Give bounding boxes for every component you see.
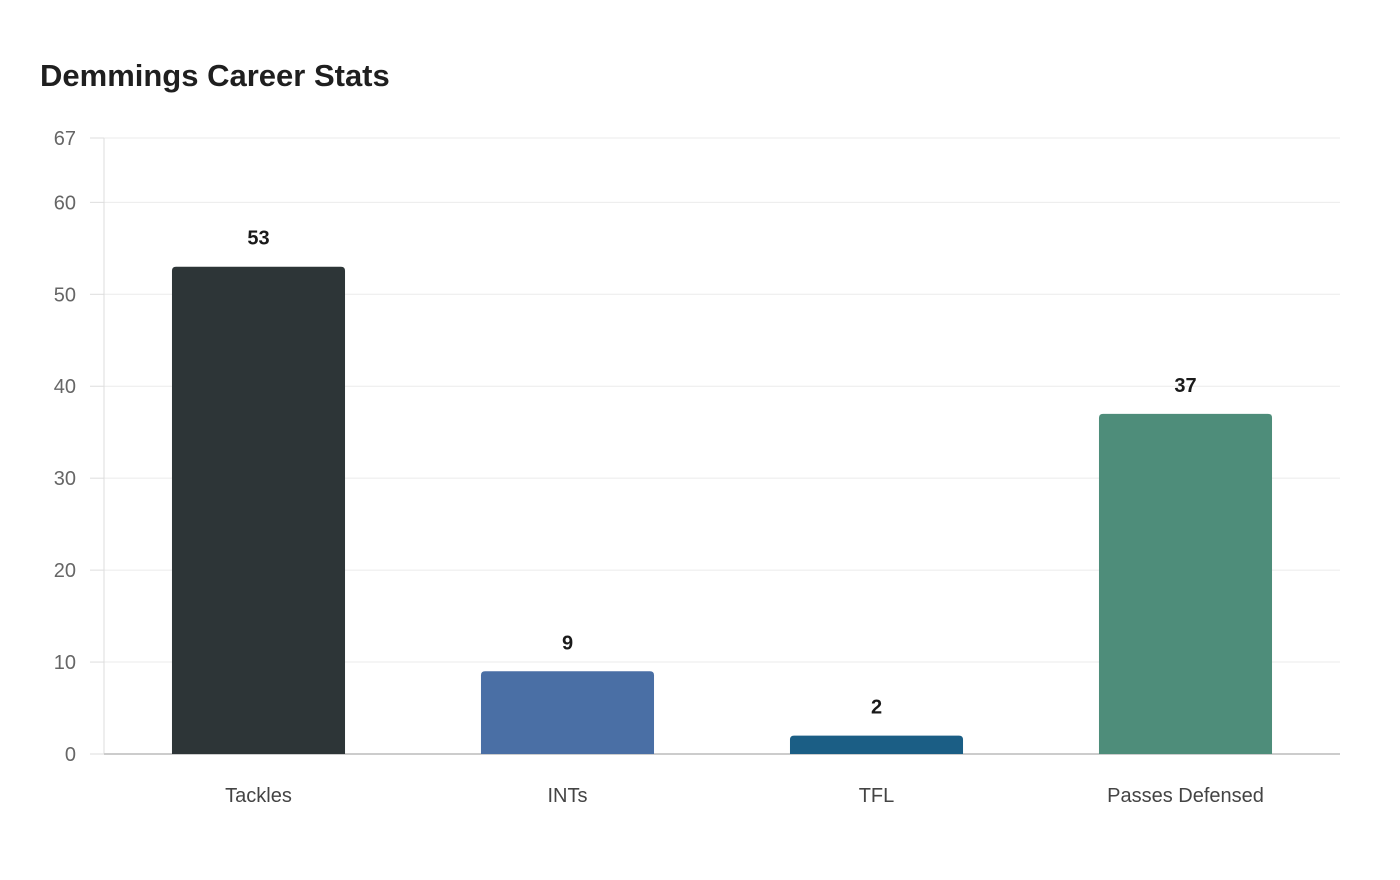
- y-tick-label: 50: [54, 284, 76, 306]
- category-label: Passes Defensed: [1107, 785, 1264, 807]
- bar-tackles: [171, 266, 346, 754]
- bar-ints: [480, 671, 655, 754]
- bar-tfl: [789, 735, 964, 754]
- data-label: 53: [247, 228, 269, 250]
- data-labels: 53 9 2 37: [247, 228, 1196, 719]
- y-tick-label: 60: [54, 192, 76, 214]
- category-label: INTs: [548, 785, 588, 807]
- chart-title: Demmings Career Stats: [40, 58, 390, 93]
- data-label: 2: [871, 697, 882, 719]
- bars: [171, 266, 1273, 754]
- y-axis-ticks: 0 10 20 30 40 50 60 67: [54, 128, 104, 766]
- data-label: 37: [1174, 375, 1196, 397]
- y-tick-label: 67: [54, 128, 76, 150]
- y-tick-label: 10: [54, 652, 76, 674]
- category-label: TFL: [859, 785, 895, 807]
- y-tick-label: 20: [54, 560, 76, 582]
- category-labels: Tackles INTs TFL Passes Defensed: [225, 785, 1264, 807]
- category-label: Tackles: [225, 785, 292, 807]
- data-label: 9: [562, 632, 573, 654]
- y-tick-label: 0: [65, 744, 76, 766]
- y-tick-label: 40: [54, 376, 76, 398]
- y-tick-label: 30: [54, 468, 76, 490]
- bar-passes-defensed: [1098, 413, 1273, 754]
